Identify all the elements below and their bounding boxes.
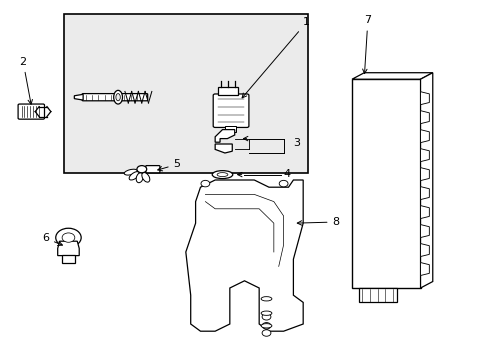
Bar	[61, 255, 75, 263]
Polygon shape	[58, 241, 79, 256]
Ellipse shape	[116, 94, 120, 101]
Ellipse shape	[261, 297, 271, 301]
Text: 6: 6	[42, 233, 62, 246]
FancyBboxPatch shape	[145, 166, 160, 173]
Ellipse shape	[261, 324, 271, 328]
Bar	[63, 14, 307, 173]
Polygon shape	[420, 92, 428, 105]
Bar	[224, 126, 235, 132]
Ellipse shape	[212, 171, 232, 179]
Text: 2: 2	[20, 57, 32, 104]
Circle shape	[279, 180, 287, 187]
Polygon shape	[420, 168, 428, 181]
Circle shape	[137, 166, 146, 173]
Polygon shape	[420, 244, 428, 257]
Bar	[217, 87, 238, 95]
Bar	[358, 288, 396, 302]
Polygon shape	[351, 73, 432, 79]
Text: 1: 1	[242, 17, 309, 98]
Ellipse shape	[217, 173, 227, 177]
Polygon shape	[74, 94, 83, 100]
Circle shape	[62, 233, 75, 242]
FancyBboxPatch shape	[18, 104, 44, 119]
Text: 5: 5	[158, 159, 180, 171]
Circle shape	[262, 323, 270, 329]
Polygon shape	[420, 186, 428, 199]
Text: 7: 7	[362, 15, 371, 73]
Polygon shape	[215, 144, 232, 153]
Ellipse shape	[142, 172, 149, 182]
Polygon shape	[420, 130, 428, 143]
Ellipse shape	[129, 172, 139, 180]
Polygon shape	[420, 262, 428, 275]
Polygon shape	[215, 130, 234, 142]
Polygon shape	[420, 73, 432, 288]
Circle shape	[262, 314, 270, 320]
Text: 8: 8	[297, 217, 339, 227]
Polygon shape	[420, 206, 428, 219]
Ellipse shape	[124, 169, 137, 175]
Polygon shape	[420, 225, 428, 238]
Ellipse shape	[261, 311, 271, 315]
Circle shape	[262, 330, 270, 336]
Polygon shape	[420, 111, 428, 123]
Circle shape	[56, 228, 81, 247]
Circle shape	[201, 180, 209, 187]
Ellipse shape	[136, 173, 143, 183]
Ellipse shape	[113, 90, 122, 104]
Text: 4: 4	[283, 169, 290, 179]
Text: 3: 3	[293, 138, 300, 148]
FancyBboxPatch shape	[82, 94, 147, 101]
Polygon shape	[185, 180, 303, 331]
Polygon shape	[420, 149, 428, 162]
Bar	[351, 79, 420, 288]
FancyBboxPatch shape	[213, 94, 248, 127]
